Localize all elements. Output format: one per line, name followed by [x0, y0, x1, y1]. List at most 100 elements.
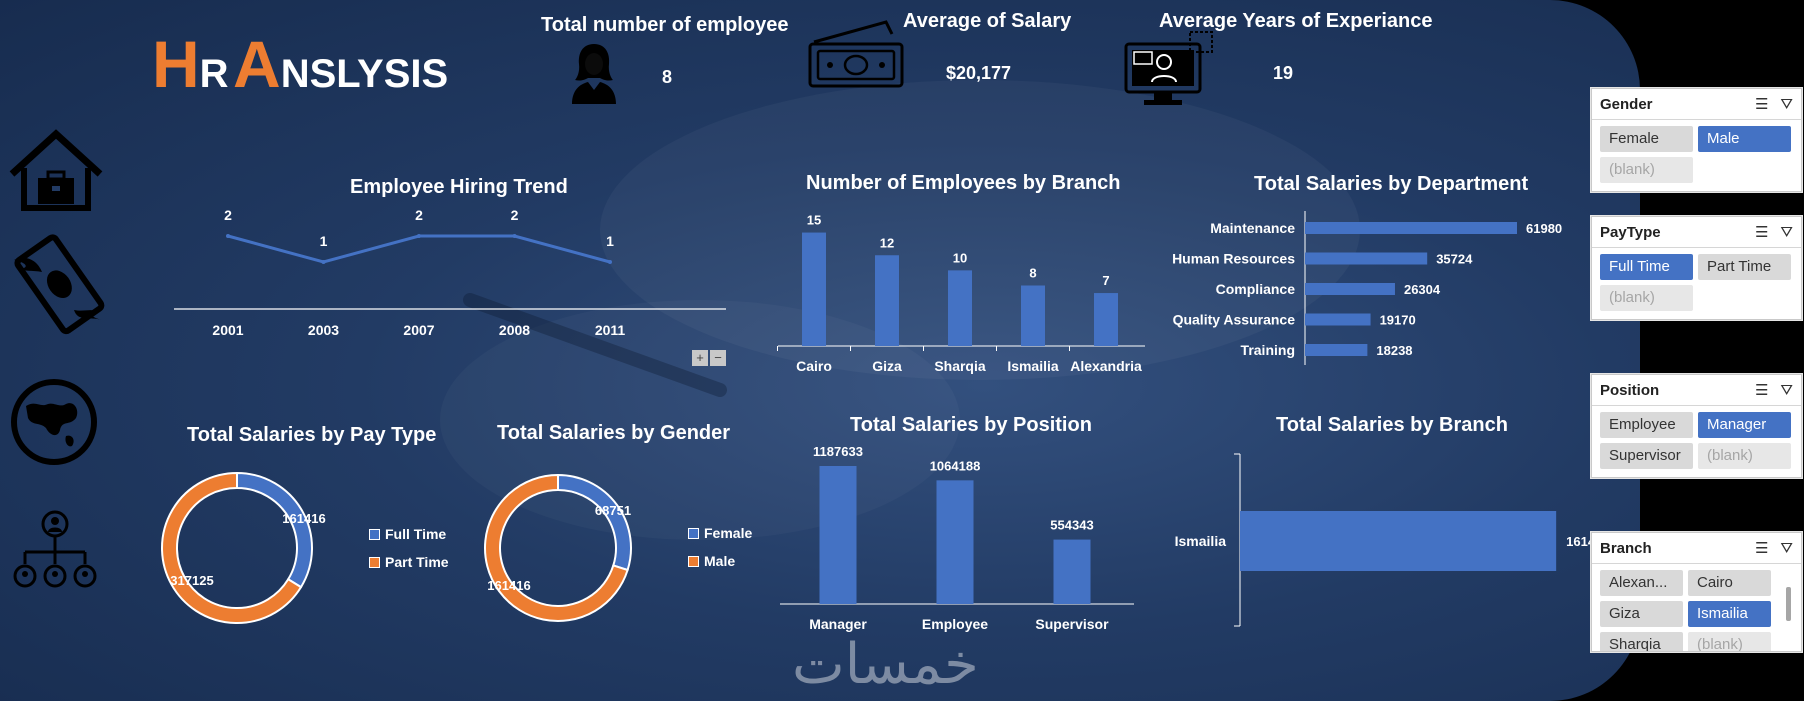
legend-full-time: Full Time [369, 526, 446, 542]
tick-label: Alexandria [1070, 358, 1142, 374]
slicer-scrollbar[interactable] [1786, 587, 1791, 621]
tick-label: Sharqia [934, 358, 986, 374]
money-wings-icon[interactable] [6, 224, 110, 344]
multi-select-icon[interactable]: ☰ [1754, 540, 1769, 557]
slicer-item-supervisor[interactable]: Supervisor [1600, 443, 1693, 469]
bar [1305, 222, 1517, 234]
hiring-trend-chart: 2 2001 1 2003 2 2007 2 2008 1 2011 [174, 210, 726, 338]
series-line [227, 234, 611, 264]
slicer-item-sharqia[interactable]: Sharqia [1600, 632, 1683, 651]
collapse-button[interactable]: − [710, 350, 726, 366]
tick-label: Ismailia [1175, 533, 1227, 549]
tick-label: 2008 [499, 322, 530, 338]
bar [1305, 252, 1428, 265]
legend-part-time: Part Time [369, 554, 449, 570]
org-chart-icon[interactable] [10, 508, 100, 594]
kpi-employee-title: Total number of employee [541, 14, 789, 36]
slicer-item-female[interactable]: Female [1600, 126, 1693, 152]
donut-slice [557, 473, 632, 572]
briefcase-house-icon[interactable] [8, 128, 104, 212]
tick-label: Supervisor [1035, 616, 1109, 632]
bar [1094, 293, 1118, 346]
position-title: Total Salaries by Position [850, 414, 1092, 436]
data-label: 61980 [1526, 221, 1562, 236]
legend-label: Full Time [385, 526, 447, 542]
slicer-item-blank[interactable]: (blank) [1600, 285, 1693, 311]
slicer-item-full-time[interactable]: Full Time [1600, 254, 1693, 280]
tick-label: Cairo [796, 358, 832, 374]
data-label: 554343 [1050, 518, 1093, 533]
data-label: 161416 [487, 578, 530, 593]
bar [1305, 283, 1395, 295]
bar [1053, 539, 1091, 604]
data-label: 35724 [1436, 252, 1473, 267]
logo: HR ANSLYSIS [152, 26, 448, 102]
donut-slice [236, 471, 313, 589]
bar [1021, 285, 1045, 346]
slicer-item-blank[interactable]: (blank) [1600, 157, 1693, 183]
legend-label: Male [704, 553, 736, 569]
data-label: 317125 [170, 573, 213, 588]
data-label: 8 [1029, 266, 1036, 281]
tick-label: 2011 [595, 322, 626, 338]
data-label: 1064188 [930, 458, 981, 473]
bar [819, 466, 857, 604]
hiring-trend-title: Employee Hiring Trend [350, 176, 568, 198]
kpi-experience-title: Average Years of Experiance [1159, 10, 1433, 32]
slicer-item-male[interactable]: Male [1698, 126, 1791, 152]
clear-filter-icon[interactable]: ⛛ [1780, 95, 1793, 113]
chart-zoom-controls: + − [692, 350, 726, 366]
slicer-branch: Branch ☰ ⛛ Alexan... Cairo Giza Ismailia … [1591, 532, 1802, 652]
dept-salary-title: Total Salaries by Department [1254, 173, 1529, 195]
bar [1305, 344, 1368, 356]
tick-label: Quality Assurance [1173, 312, 1296, 328]
tick-label: Manager [809, 616, 867, 632]
data-point [512, 234, 517, 238]
multi-select-icon[interactable]: ☰ [1754, 96, 1769, 113]
legend-label: Part Time [385, 554, 449, 570]
slicer-item-manager[interactable]: Manager [1698, 412, 1791, 438]
data-label: 161416 [282, 511, 325, 526]
kpi-salary-title: Average of Salary [903, 10, 1072, 32]
multi-select-icon[interactable]: ☰ [1754, 382, 1769, 399]
slicer-item-blank[interactable]: (blank) [1698, 443, 1791, 469]
slicer-gender: Gender ☰ ⛛ Female Male (blank) [1591, 88, 1802, 192]
slicer-paytype: PayType ☰ ⛛ Full Time Part Time (blank) [1591, 216, 1802, 320]
dashboard-canvas: HR ANSLYSIS Total number of employee 8 A… [0, 0, 1640, 701]
globe-icon[interactable] [10, 378, 98, 466]
background-decor [463, 80, 1360, 397]
legend-male: Male [688, 553, 735, 569]
slicer-item-part-time[interactable]: Part Time [1698, 254, 1791, 280]
legend-swatch [369, 528, 380, 540]
donut-slice [484, 473, 629, 622]
data-label: 15 [807, 213, 821, 228]
slicer-item-ismailia[interactable]: Ismailia [1688, 601, 1771, 627]
clear-filter-icon[interactable]: ⛛ [1780, 223, 1793, 241]
paytype-donut-chart: 161416 317125 [161, 471, 326, 624]
expand-button[interactable]: + [692, 350, 708, 366]
multi-select-icon[interactable]: ☰ [1754, 224, 1769, 241]
slicer-item-blank[interactable]: (blank) [1688, 632, 1771, 651]
dept-salary-chart: 61980 Maintenance 35724 Human Resources 2630… [1172, 211, 1562, 365]
gender-title: Total Salaries by Gender [497, 422, 731, 444]
data-label: 10 [953, 250, 967, 265]
donut-slice [161, 471, 303, 624]
data-label: 1 [320, 233, 328, 249]
clear-filter-icon[interactable]: ⛛ [1780, 381, 1793, 399]
slicer-item-giza[interactable]: Giza [1600, 601, 1683, 627]
slicer-title: Gender [1600, 95, 1653, 113]
bar [1305, 313, 1371, 326]
kpi-employee-value: 8 [662, 67, 673, 87]
data-label: 2 [415, 210, 423, 223]
data-point [321, 260, 326, 264]
slicer-item-alexandria[interactable]: Alexan... [1600, 570, 1683, 596]
position-salary-chart: 1187633 Manager 1064188 Employee 554343 Super… [780, 444, 1134, 632]
gender-donut-chart: 68751 161416 [484, 473, 632, 622]
tick-label: Maintenance [1210, 220, 1295, 236]
tick-label: 2003 [308, 322, 339, 338]
tick-label: Giza [872, 358, 902, 374]
slicer-item-employee[interactable]: Employee [1600, 412, 1693, 438]
clear-filter-icon[interactable]: ⛛ [1780, 539, 1793, 557]
bar [802, 232, 826, 346]
slicer-item-cairo[interactable]: Cairo [1688, 570, 1771, 596]
